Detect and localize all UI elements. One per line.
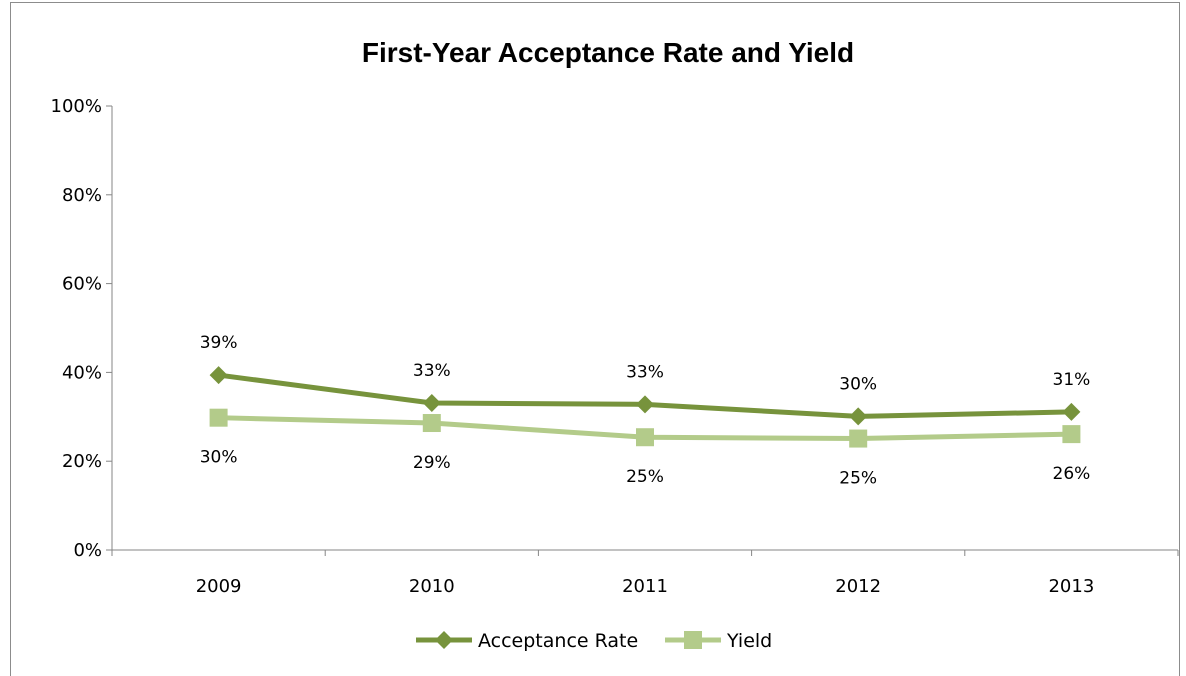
data-point-marker <box>849 407 868 426</box>
data-point-marker <box>209 408 228 427</box>
legend-label: Yield <box>726 630 772 652</box>
chart-frame <box>10 2 1180 676</box>
x-tick-label: 2009 <box>196 576 242 597</box>
x-tick-label: 2010 <box>409 576 455 597</box>
data-label: 31% <box>1053 370 1091 390</box>
legend-swatch-marker <box>435 631 453 649</box>
y-tick-label: 40% <box>62 362 102 383</box>
data-point-marker <box>1062 402 1081 421</box>
legend: Acceptance Rate Yield <box>416 630 772 652</box>
y-tick-label: 20% <box>62 451 102 472</box>
data-label: 39% <box>200 333 238 353</box>
y-tick-label: 80% <box>62 185 102 206</box>
chart-title: First-Year Acceptance Rate and Yield <box>362 37 854 68</box>
data-point-marker <box>209 366 228 385</box>
x-tick-label: 2011 <box>622 576 668 597</box>
data-point-marker <box>636 395 654 414</box>
data-label: 25% <box>626 467 664 487</box>
y-tick-label: 60% <box>62 274 102 295</box>
series-markers <box>209 366 1081 448</box>
data-point-marker <box>422 394 441 413</box>
data-point-marker <box>849 429 868 448</box>
data-label: 29% <box>413 453 451 473</box>
data-label: 30% <box>200 448 238 468</box>
data-label: 25% <box>839 469 877 489</box>
y-tick-label: 100% <box>51 96 102 117</box>
data-label: 26% <box>1053 464 1091 484</box>
data-label: 33% <box>413 361 451 381</box>
data-point-marker <box>422 414 441 433</box>
data-point-marker <box>1062 425 1081 444</box>
y-tick-label: 0% <box>73 540 102 561</box>
legend-label: Acceptance Rate <box>478 630 638 652</box>
axes: 0% 20% 40% 60% 80% 100% 2009 2010 2011 2012 2013 <box>51 96 1179 597</box>
data-label: 33% <box>626 362 664 382</box>
data-labels: 39% 33% 33% 30% 31% 30% 29% 25% 25% 26% <box>200 333 1091 488</box>
x-tick-label: 2013 <box>1048 576 1094 597</box>
x-tick-label: 2012 <box>835 576 881 597</box>
data-point-marker <box>636 428 654 447</box>
data-label: 30% <box>839 374 877 394</box>
legend-swatch-marker <box>684 631 702 649</box>
